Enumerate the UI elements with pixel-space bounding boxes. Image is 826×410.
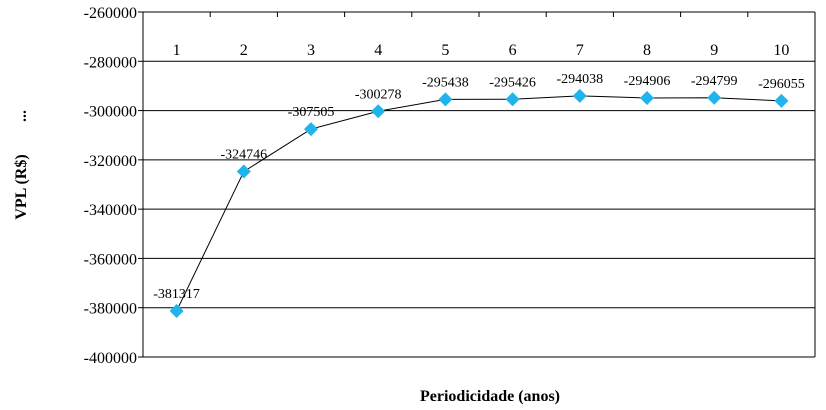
y-axis-label: VPL (R$) [13,154,30,219]
x-tick-label: 6 [509,42,517,59]
data-point [640,91,654,106]
y-tick-label: -360000 [84,251,137,268]
data-labels: -381317 -324746 -307505 -300278 -295438 -2954… [153,72,804,302]
data-label: -381317 [153,287,200,302]
data-label: -300278 [355,87,402,102]
y-tick-label: -320000 [84,153,137,170]
x-tick-label: 2 [240,42,248,59]
x-tick-label: 5 [441,42,449,59]
series-line [176,95,782,312]
x-tick-label: 9 [710,42,718,59]
data-label: -295426 [489,75,536,90]
y-tick-label: -280000 [84,54,137,71]
data-point [438,92,453,107]
data-point [304,122,318,137]
y-tick-label: -380000 [84,301,137,318]
plot-area [142,12,816,357]
x-tick-label: 10 [773,42,789,59]
gridlines [143,11,815,358]
data-label: -294799 [691,74,738,89]
y-axis-label-ellipsis: ... [13,110,30,122]
y-tick-label: -260000 [84,5,137,22]
y-tick-label: -340000 [84,202,137,219]
x-tick-label: 4 [374,42,382,59]
data-point [572,88,587,103]
x-tick-label: 8 [643,42,651,59]
y-tick-label: -400000 [84,350,137,367]
x-tick-label: 1 [173,42,181,59]
x-axis-label: Periodicidade (anos) [420,388,560,405]
data-point [236,164,251,179]
data-point [371,104,386,119]
x-tick-label: 7 [576,42,584,59]
y-tick-label: -300000 [84,104,137,121]
data-label: -294906 [624,74,671,89]
data-label: -307505 [288,105,335,120]
data-label: -294038 [556,72,603,87]
x-axis-ticks: 1 2 3 4 5 6 7 8 9 10 [142,12,816,59]
data-label: -296055 [758,77,805,92]
data-point [707,90,722,105]
data-point [505,92,520,107]
data-point [169,303,184,318]
series-line-path [176,95,782,312]
data-markers [169,88,789,318]
y-axis-ticks: -260000 -280000 -300000 -320000 -340000 -3600… [84,5,143,367]
data-label: -324746 [220,148,267,163]
x-tick-label: 3 [307,42,315,59]
data-point [774,93,789,108]
data-label: -295438 [422,75,469,90]
